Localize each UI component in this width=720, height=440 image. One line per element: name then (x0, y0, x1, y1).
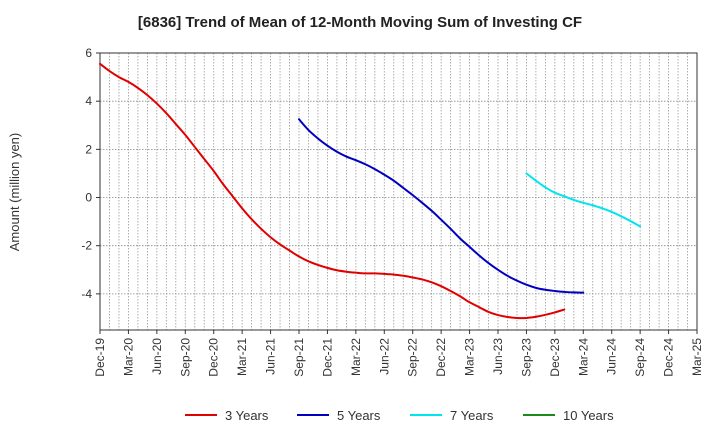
x-tick-label: Jun-24 (605, 338, 619, 375)
x-tick-label: Dec-22 (434, 338, 448, 377)
x-tick-label: Sep-21 (292, 338, 306, 377)
legend-label-3-years: 3 Years (225, 408, 269, 423)
grid (100, 52, 697, 330)
y-tick-label: 2 (85, 142, 92, 156)
y-tick-label: 0 (85, 191, 92, 205)
series-lines (99, 62, 642, 320)
x-tick-label: Mar-21 (235, 338, 249, 376)
legend: 3 Years 5 Years 7 Years 10 Years (185, 408, 614, 423)
series-line-5-years (298, 118, 585, 294)
x-tick-label: Jun-20 (150, 338, 164, 375)
x-tick-label: Jun-22 (377, 338, 391, 375)
y-tick-label: -2 (81, 239, 92, 253)
x-tick-label: Sep-23 (519, 338, 533, 377)
legend-label-5-years: 5 Years (337, 408, 381, 423)
series-line-3-years (99, 62, 566, 320)
legend-label-7-years: 7 Years (450, 408, 494, 423)
x-tick-label: Dec-20 (207, 338, 221, 377)
x-tick-label: Sep-24 (633, 338, 647, 377)
y-axis-label: Amount (million yen) (7, 133, 22, 252)
y-axis-ticks: 6 4 2 0 -2 -4 (81, 46, 100, 301)
plot-area (99, 52, 698, 331)
x-tick-label: Mar-24 (576, 338, 590, 376)
x-tick-label: Sep-22 (406, 338, 420, 377)
y-tick-label: 4 (85, 94, 92, 108)
x-axis-ticks: Dec-19 Mar-20 Jun-20 Sep-20 Dec-20 Mar-21 Jun-… (93, 330, 704, 377)
x-tick-label: Dec-21 (320, 338, 334, 377)
chart-title: [6836] Trend of Mean of 12-Month Moving … (138, 14, 582, 31)
series-line-7-years (525, 172, 642, 228)
x-tick-label: Dec-24 (662, 338, 676, 377)
y-tick-label: -4 (81, 287, 92, 301)
x-tick-label: Mar-23 (463, 338, 477, 376)
x-tick-label: Mar-22 (349, 338, 363, 376)
legend-label-10-years: 10 Years (563, 408, 614, 423)
y-tick-label: 6 (85, 46, 92, 60)
x-tick-label: Jun-21 (264, 338, 278, 375)
x-tick-label: Dec-23 (548, 338, 562, 377)
x-tick-label: Jun-23 (491, 338, 505, 375)
x-tick-label: Mar-25 (690, 338, 704, 376)
x-tick-label: Dec-19 (93, 338, 107, 377)
x-tick-label: Mar-20 (121, 338, 135, 376)
x-tick-label: Sep-20 (178, 338, 192, 377)
